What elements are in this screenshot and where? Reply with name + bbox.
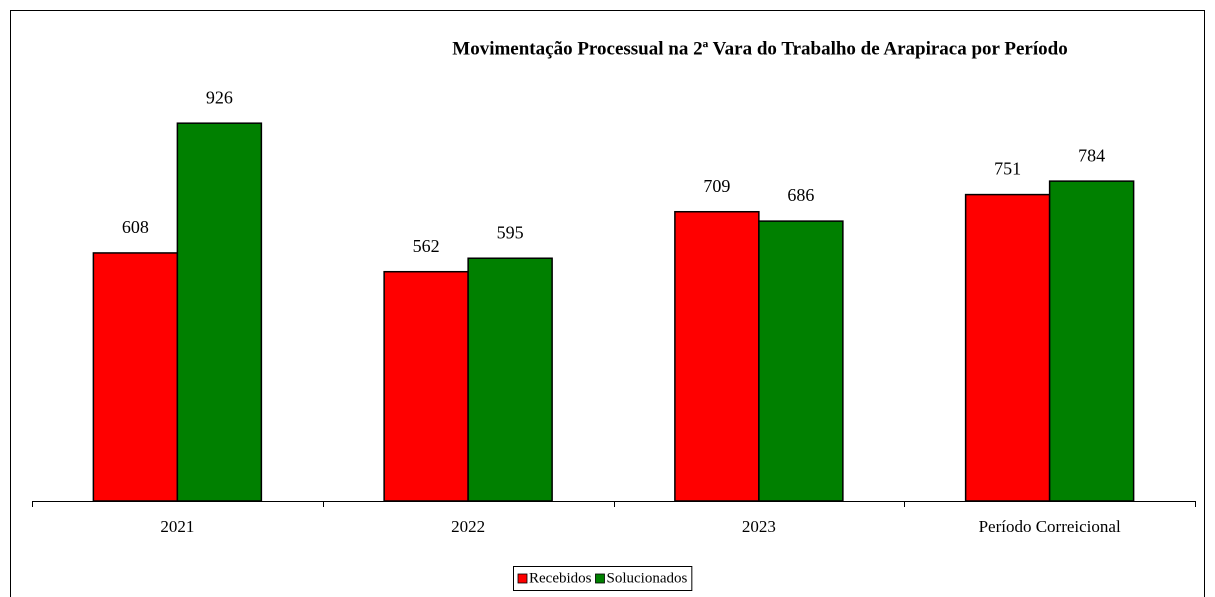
bar	[92, 252, 179, 502]
x-tick-label: Período Correicional	[979, 517, 1121, 536]
bar	[674, 210, 760, 502]
chart-title: Movimentação Processual na 2ª Vara do Tr…	[452, 38, 1067, 59]
data-label: 562	[413, 236, 440, 256]
legend-label: Solucionados	[606, 570, 687, 586]
legend: Recebidos Solucionados	[513, 566, 693, 591]
data-label: 751	[994, 159, 1021, 179]
bar	[964, 193, 1051, 502]
bar	[176, 122, 263, 502]
data-label: 608	[122, 217, 149, 237]
data-label: 784	[1078, 145, 1105, 165]
data-label: 709	[703, 176, 730, 196]
x-tick-label: 2022	[451, 517, 485, 536]
bar	[383, 270, 469, 502]
bar	[1048, 180, 1135, 502]
data-label: 926	[206, 87, 233, 107]
data-label: 595	[497, 222, 524, 242]
legend-swatch	[517, 573, 528, 584]
chart-border	[10, 10, 1205, 597]
x-tick-label: 2021	[160, 517, 194, 536]
data-label: 686	[787, 185, 814, 205]
bar	[467, 257, 553, 502]
bar	[758, 220, 844, 502]
x-tick-label: 2023	[742, 517, 776, 536]
legend-label: Recebidos	[529, 570, 592, 586]
legend-swatch	[595, 573, 605, 584]
